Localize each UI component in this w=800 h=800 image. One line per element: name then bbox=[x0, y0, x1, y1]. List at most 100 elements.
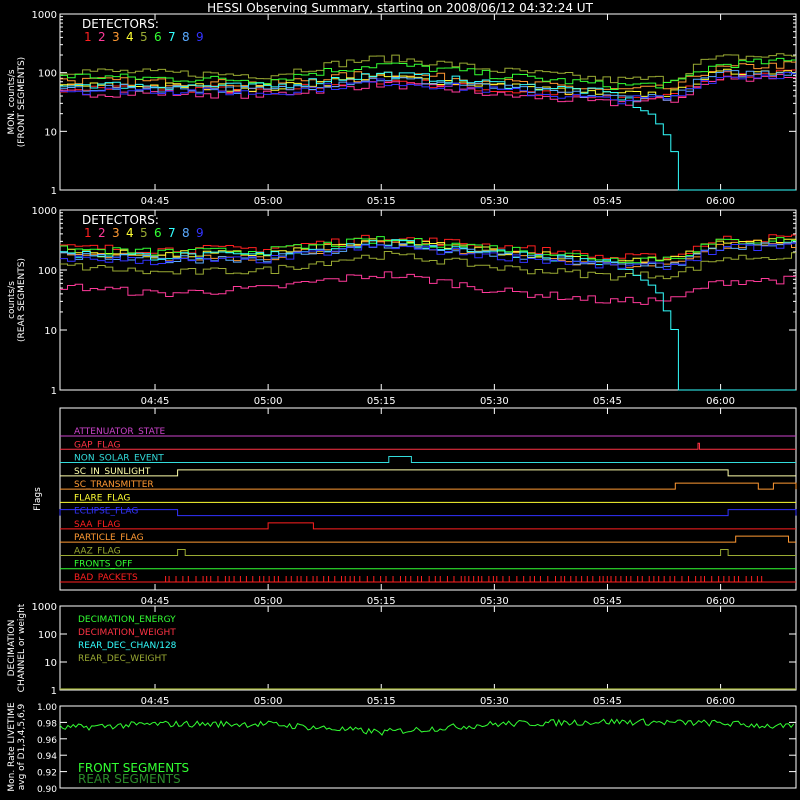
rear-ylabel: counts/s bbox=[7, 281, 17, 319]
flag-line-gap_flag bbox=[60, 442, 796, 450]
legend-digit-2: 2 bbox=[98, 30, 106, 44]
livetime-frame bbox=[59, 705, 797, 789]
rear-ylabel2: (REAR SEGMENTS) bbox=[17, 258, 27, 342]
flag-label-flare_flag: FLARE_FLAG bbox=[74, 493, 130, 503]
rear-series-5 bbox=[60, 251, 796, 281]
decimation-frame bbox=[59, 605, 797, 691]
legend-digit-9: 9 bbox=[196, 226, 204, 240]
flag-line-particle_flag bbox=[60, 535, 796, 543]
livetime-legend-0: FRONT SEGMENTS bbox=[78, 761, 189, 775]
decimation-ylabel: DECIMATION bbox=[7, 620, 17, 677]
x-tick-label: 05:15 bbox=[367, 596, 396, 607]
legend-digit-3: 3 bbox=[112, 30, 120, 44]
y-tick-label: 1000 bbox=[32, 206, 57, 217]
legend-digit-4: 4 bbox=[126, 226, 134, 240]
front-ylabel: MON. counts/s bbox=[7, 69, 17, 134]
x-tick-label: 05:30 bbox=[480, 596, 509, 607]
front-ylabel2: (FRONT SEGMENTS) bbox=[17, 57, 27, 147]
x-tick-label: 05:00 bbox=[254, 596, 283, 607]
flag-label-saa_flag: SAA_FLAG bbox=[74, 520, 120, 530]
flag-label-sc_transmitter: SC_TRANSMITTER bbox=[74, 480, 154, 490]
flag-label-gap_flag: GAP_FLAG bbox=[74, 440, 120, 450]
x-tick-label: 04:45 bbox=[141, 396, 170, 407]
decimation-legend-0: DECIMATION_ENERGY bbox=[78, 615, 176, 625]
y-tick-label: 1000 bbox=[32, 10, 57, 21]
legend-title: DETECTORS: bbox=[82, 213, 159, 227]
flags-ylabel: Flags bbox=[33, 487, 43, 511]
x-tick-label: 05:45 bbox=[593, 196, 622, 207]
x-tick-label: 05:30 bbox=[480, 696, 509, 707]
legend-digit-7: 7 bbox=[168, 30, 176, 44]
flag-label-fronts_off: FRONTS_OFF bbox=[74, 560, 132, 570]
flag-line-aaz_flag bbox=[60, 548, 796, 556]
rear-frame bbox=[59, 209, 797, 391]
y-tick-label: 100 bbox=[38, 266, 57, 277]
decimation-ylabel2: CHANNEL or weight bbox=[17, 603, 27, 692]
flag-label-particle_flag: PARTICLE_FLAG bbox=[74, 533, 144, 543]
decimation-legend-2: REAR_DEC_CHAN/128 bbox=[78, 641, 177, 651]
livetime-legend-1: REAR SEGMENTS bbox=[78, 772, 181, 786]
legend-digit-5: 5 bbox=[140, 30, 148, 44]
y-tick-label: 1 bbox=[51, 386, 57, 397]
legend-digit-7: 7 bbox=[168, 226, 176, 240]
x-tick-label: 05:15 bbox=[367, 196, 396, 207]
legend-digit-8: 8 bbox=[182, 30, 190, 44]
legend-digit-3: 3 bbox=[112, 226, 120, 240]
y-tick-label: 10 bbox=[44, 658, 57, 669]
flag-line-eclipse_flag bbox=[59, 509, 797, 517]
legend-digit-8: 8 bbox=[182, 226, 190, 240]
rear-series-2 bbox=[60, 271, 796, 305]
x-tick-label: 05:15 bbox=[367, 696, 396, 707]
y-tick-label: 10 bbox=[44, 326, 57, 337]
flag-label-eclipse_flag: ECLIPSE_FLAG bbox=[74, 507, 138, 517]
x-tick-label: 06:00 bbox=[706, 396, 735, 407]
legend-digit-4: 4 bbox=[126, 30, 134, 44]
x-tick-label: 04:45 bbox=[141, 196, 170, 207]
flag-label-bad_packets: BAD_PACKETS bbox=[74, 573, 138, 583]
flag-label-attenuator_state: ATTENUATOR_STATE bbox=[74, 427, 166, 437]
flag-line-sc_in_sunlight bbox=[60, 469, 796, 477]
legend-digit-9: 9 bbox=[196, 30, 204, 44]
y-tick-label: 1000 bbox=[32, 602, 57, 613]
x-tick-label: 05:00 bbox=[254, 196, 283, 207]
legend-digit-2: 2 bbox=[98, 226, 106, 240]
y-tick-label: 0.90 bbox=[37, 785, 57, 795]
livetime-ylabel2: avg of D1,3,4,5,6,9 bbox=[17, 703, 27, 790]
x-tick-label: 05:15 bbox=[367, 396, 396, 407]
rear-series-4 bbox=[60, 238, 796, 264]
x-tick-label: 06:00 bbox=[706, 196, 735, 207]
decimation-legend-1: DECIMATION_WEIGHT bbox=[78, 628, 176, 638]
y-tick-label: 1 bbox=[51, 186, 57, 197]
rear-series-9 bbox=[60, 242, 796, 270]
livetime-ylabel: Mon. Rate LIVETIME bbox=[7, 702, 17, 792]
y-tick-label: 10 bbox=[44, 127, 57, 138]
rear-series-7 bbox=[60, 239, 796, 391]
front-series-6 bbox=[60, 57, 796, 90]
x-tick-label: 04:45 bbox=[141, 596, 170, 607]
livetime-series-front bbox=[59, 718, 795, 736]
flag-label-sc_in_sunlight: SC_IN_SUNLIGHT bbox=[74, 467, 151, 477]
legend-digit-1: 1 bbox=[84, 226, 92, 240]
x-tick-label: 05:30 bbox=[480, 396, 509, 407]
x-tick-label: 05:00 bbox=[254, 396, 283, 407]
x-tick-label: 06:00 bbox=[706, 596, 735, 607]
flag-line-non_solar_event bbox=[60, 456, 796, 464]
x-tick-label: 05:30 bbox=[480, 196, 509, 207]
y-tick-label: 0.98 bbox=[37, 719, 57, 729]
y-tick-label: 1.00 bbox=[37, 703, 57, 713]
flag-line-sc_transmitter bbox=[60, 482, 797, 490]
figure-title: HESSI Observing Summary, starting on 200… bbox=[207, 1, 593, 15]
flag-label-non_solar_event: NON_SOLAR_EVENT bbox=[74, 454, 164, 464]
legend-digit-1: 1 bbox=[84, 30, 92, 44]
x-tick-label: 05:45 bbox=[593, 596, 622, 607]
front-series-3 bbox=[60, 61, 796, 90]
flags-frame bbox=[59, 407, 797, 591]
x-tick-label: 04:45 bbox=[141, 696, 170, 707]
y-tick-label: 100 bbox=[38, 630, 57, 641]
legend-digit-6: 6 bbox=[154, 30, 162, 44]
flag-label-aaz_flag: AAZ_FLAG bbox=[74, 546, 121, 556]
legend-digit-5: 5 bbox=[140, 226, 148, 240]
panels-container: 1 10 100 1000 04:45 05:00 05:15 05:30 05:45 06:00… bbox=[7, 10, 797, 795]
decimation-legend-3: REAR_DEC_WEIGHT bbox=[78, 654, 167, 664]
